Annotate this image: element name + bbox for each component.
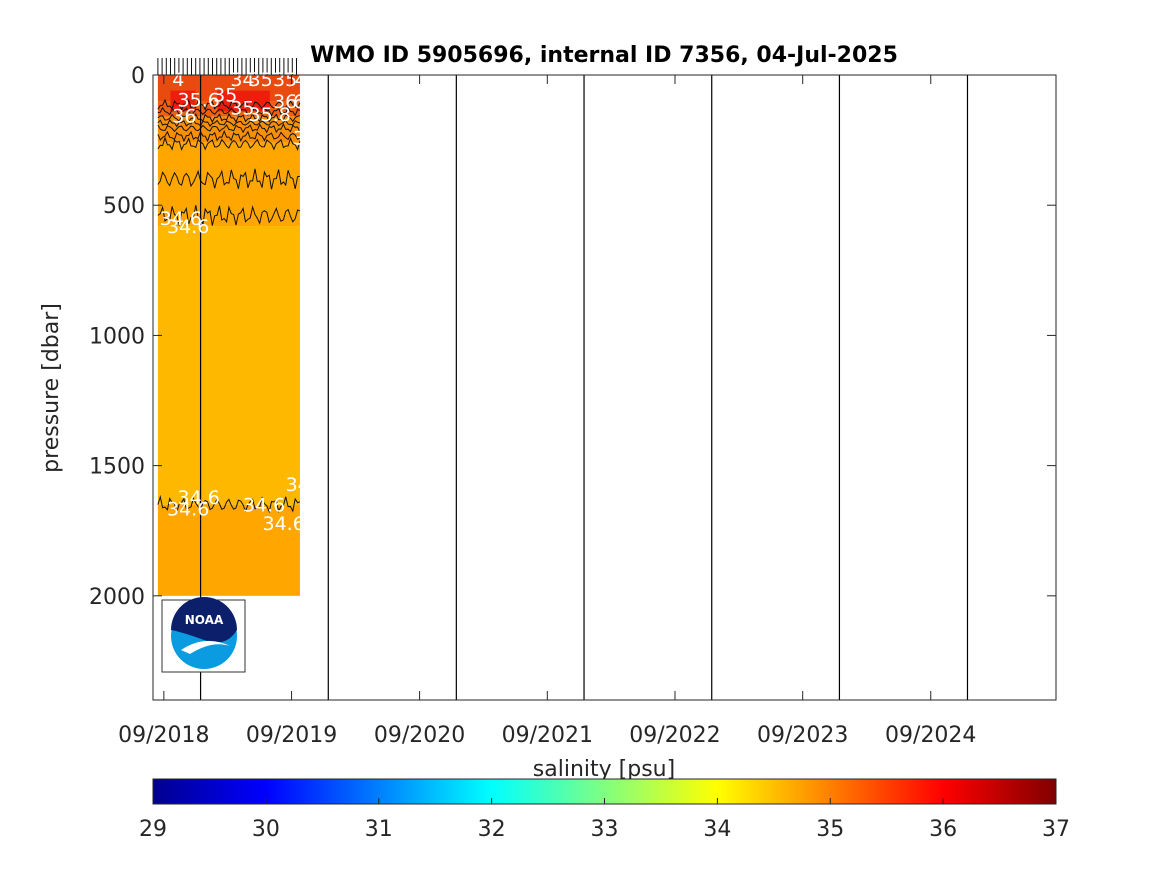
noaa-logo-label: NOAA <box>185 613 224 627</box>
x-tick-label: 09/2019 <box>246 723 337 748</box>
colorbar-tick-label: 37 <box>1042 817 1070 842</box>
contour-label: 34 <box>230 69 254 91</box>
salinity-max-patch <box>170 90 196 112</box>
colorbar-tick-label: 32 <box>478 817 506 842</box>
plot-frame <box>152 74 1057 701</box>
contour-label: 34.6 <box>177 487 219 509</box>
chart-title: WMO ID 5905696, internal ID 7356, 04-Jul… <box>310 43 898 68</box>
contour-label: 35.8 <box>249 104 291 126</box>
contour-label: 34.6 <box>160 208 202 230</box>
contour-label: 34 <box>293 128 317 150</box>
colorbar-ticks: 29 30 31 32 33 34 35 36 37 <box>139 798 1070 842</box>
contour-line <box>157 205 301 226</box>
colorbar-tick-label: 29 <box>139 817 167 842</box>
contour-label: 35 <box>273 69 297 91</box>
contour-line <box>157 494 301 515</box>
contour-label: 35 <box>230 98 254 120</box>
contour-label: 35 <box>249 69 273 91</box>
contour-line <box>157 168 300 190</box>
salinity-max-patch <box>217 90 270 112</box>
y-axis-label: pressure [dbar] <box>39 303 64 473</box>
colorbar-tick-label: 30 <box>252 817 280 842</box>
contour-label: 36 <box>273 91 297 113</box>
colorbar-label: salinity [psu] <box>533 757 675 782</box>
contour-label: 36 <box>172 105 196 127</box>
x-tick-label: 09/2024 <box>885 723 976 748</box>
contour-line <box>157 98 301 112</box>
profile-ticks-top <box>157 58 297 75</box>
contour-label: 35 <box>213 85 237 107</box>
x-axis: 09/2018 09/2019 09/2020 09/2021 09/2022 09/20… <box>118 75 976 748</box>
y-axis: 0 500 1000 1500 2000 <box>89 64 1056 610</box>
y-tick-label: 500 <box>103 194 145 219</box>
contour-line <box>157 119 301 128</box>
noaa-logo: NOAA <box>161 597 246 673</box>
contour-label: 6 <box>293 91 305 113</box>
x-tick-label: 09/2022 <box>629 723 720 748</box>
colorbar-tick-label: 34 <box>703 817 731 842</box>
contour-label: 34.6 <box>167 216 209 238</box>
contour-line <box>157 129 301 143</box>
vertical-markers <box>157 58 969 700</box>
contour-line <box>157 106 301 117</box>
x-tick-label: 09/2023 <box>757 723 848 748</box>
contour-label: 34.6 <box>167 499 209 521</box>
contour-line <box>157 112 300 124</box>
contour-label: 34.6 <box>263 513 305 535</box>
x-tick-label: 09/2021 <box>502 723 593 748</box>
y-tick-label: 1500 <box>89 455 145 480</box>
contour-label: 34.6 <box>243 495 285 517</box>
contour-label: 4 <box>172 69 184 91</box>
salinity-layer <box>157 226 300 505</box>
salinity-layer <box>157 504 300 596</box>
colorbar-tick-label: 33 <box>591 817 619 842</box>
contour-line <box>157 136 301 152</box>
x-tick-label: 09/2018 <box>118 723 209 748</box>
colorbar-tick-label: 31 <box>365 817 393 842</box>
contour-line <box>157 123 301 134</box>
x-tick-label: 09/2020 <box>374 723 465 748</box>
contour-label: 34 <box>286 474 310 496</box>
colorbar-tick-label: 35 <box>816 817 844 842</box>
y-tick-label: 2000 <box>89 585 145 610</box>
y-tick-label: 0 <box>131 64 145 89</box>
colorbar-tick-label: 36 <box>929 817 957 842</box>
contour-label: 35.6 <box>177 90 219 112</box>
y-tick-label: 1000 <box>89 324 145 349</box>
data-layer <box>157 75 301 596</box>
contour-label: 4 <box>295 69 307 91</box>
